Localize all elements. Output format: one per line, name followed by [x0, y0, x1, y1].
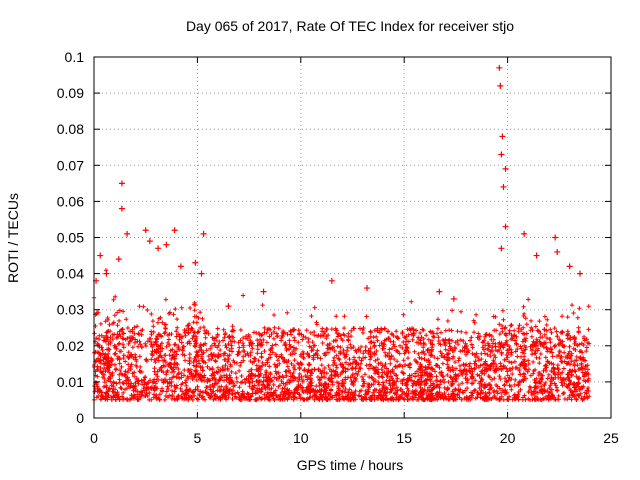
roti-peak-point — [566, 263, 573, 270]
y-tick-label: 0.06 — [57, 193, 84, 209]
roti-peak-point — [436, 288, 443, 295]
roti-peak-point — [552, 234, 559, 241]
y-tick-label: 0.07 — [57, 157, 84, 173]
roti-peak-point — [142, 227, 149, 234]
roti-peak-point — [118, 205, 125, 212]
y-tick-labels: 0 0.01 0.02 0.03 0.04 0.05 0.06 0.07 0.08 0.09 0.1 — [57, 49, 84, 426]
y-tick-label: 0.1 — [65, 49, 85, 65]
y-axis-label: ROTI / TECUs — [5, 193, 21, 283]
roti-peak-point — [496, 64, 503, 71]
roti-peak-point — [103, 270, 110, 277]
y-tick-label: 0.04 — [57, 266, 84, 282]
roti-peak-point — [225, 303, 232, 310]
x-tick-label: 25 — [603, 430, 619, 446]
y-tick-label: 0.02 — [57, 338, 84, 354]
roti-peak-point — [115, 256, 122, 263]
roti-peak-point — [498, 151, 505, 158]
roti-peak-point — [533, 252, 540, 259]
x-tick-label: 15 — [396, 430, 412, 446]
roti-peak-point — [328, 277, 335, 284]
roti-peak-point — [363, 285, 370, 292]
data-points — [91, 64, 592, 403]
roti-peak-point — [155, 245, 162, 252]
roti-peak-point — [198, 270, 205, 277]
y-tick-label: 0.01 — [57, 374, 84, 390]
roti-point-cloud — [91, 268, 592, 403]
roti-peak-point — [260, 288, 267, 295]
roti-peak-point — [521, 230, 528, 237]
roti-peak-point — [124, 230, 131, 237]
roti-peak-point — [499, 133, 506, 140]
roti-peak-point — [502, 223, 509, 230]
roti-peak-point — [146, 238, 153, 245]
roti-peak-point — [554, 248, 561, 255]
y-tick-label: 0 — [76, 410, 84, 426]
roti-peak-point — [500, 183, 507, 190]
roti-peak-point — [171, 227, 178, 234]
roti-peak-point — [177, 263, 184, 270]
y-tick-label: 0.05 — [57, 230, 84, 246]
roti-peak-point — [497, 82, 504, 89]
roti-peak-point — [576, 270, 583, 277]
roti-peak-point — [192, 259, 199, 266]
chart-title: Day 065 of 2017, Rate Of TEC Index for r… — [186, 18, 514, 34]
x-tick-label: 5 — [194, 430, 202, 446]
y-tick-label: 0.09 — [57, 85, 84, 101]
roti-peak-point — [498, 245, 505, 252]
roti-peak-point — [450, 295, 457, 302]
roti-peak-point — [502, 165, 509, 172]
x-tick-labels: 0 5 10 15 20 25 — [90, 430, 619, 446]
roti-peak-point — [97, 252, 104, 259]
roti-peak-point — [163, 241, 170, 248]
roti-peak-point — [200, 230, 207, 237]
roti-peak-point — [118, 180, 125, 187]
x-tick-label: 0 — [90, 430, 98, 446]
y-tick-label: 0.03 — [57, 302, 84, 318]
x-axis-label: GPS time / hours — [297, 457, 404, 473]
x-tick-label: 10 — [293, 430, 309, 446]
ticks — [93, 56, 612, 419]
x-tick-label: 20 — [500, 430, 516, 446]
y-tick-label: 0.08 — [57, 121, 84, 137]
